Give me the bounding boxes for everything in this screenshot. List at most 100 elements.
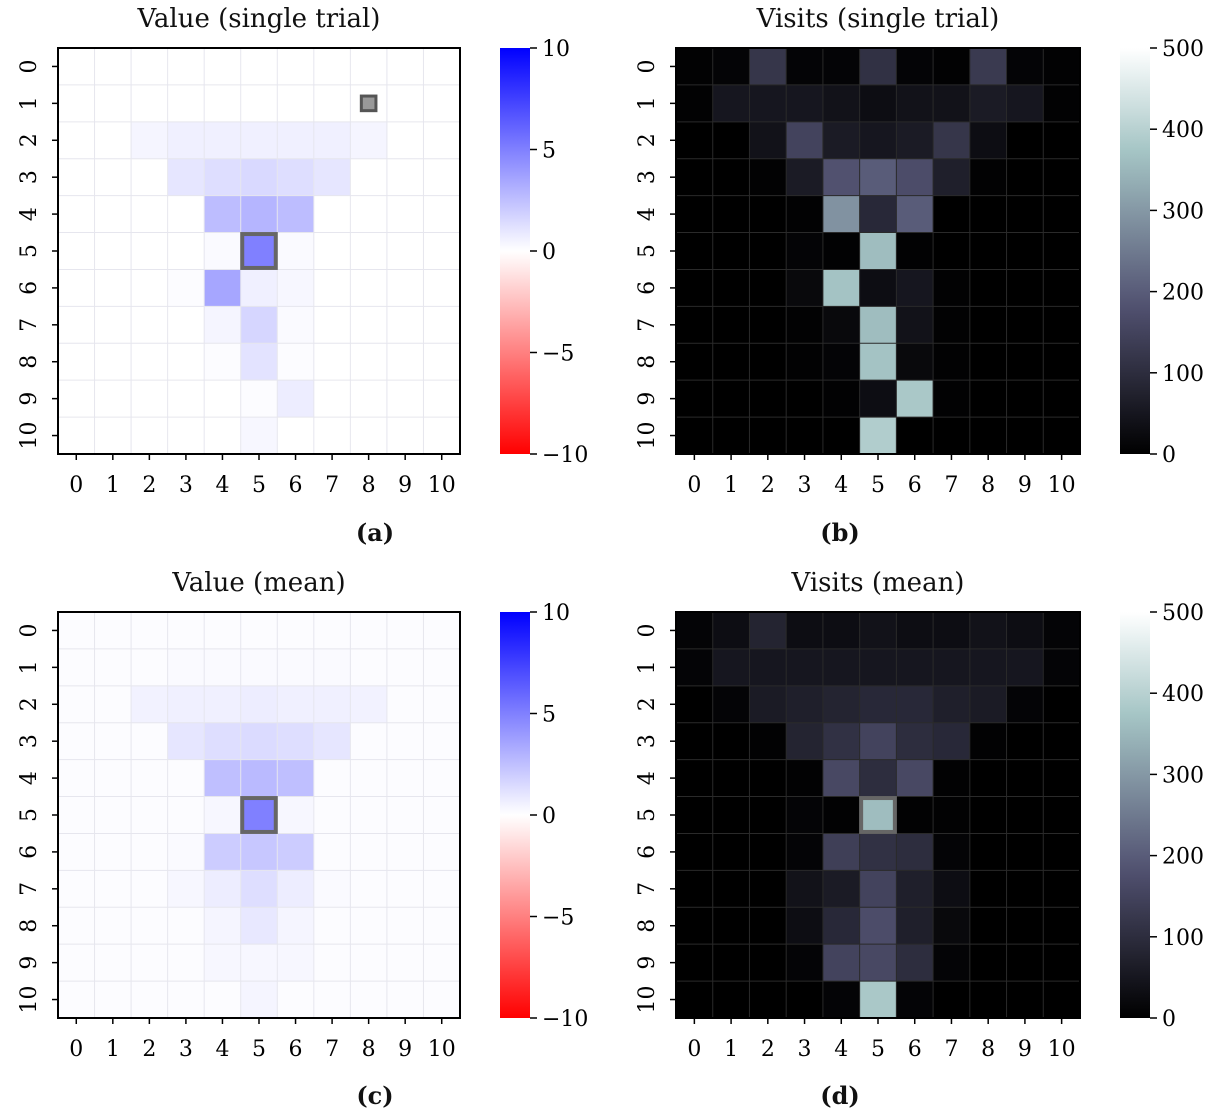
heatmap-cell bbox=[712, 48, 750, 86]
heatmap-cell bbox=[350, 981, 388, 1019]
x-tick-label: 1 bbox=[106, 1037, 120, 1062]
heatmap-cell bbox=[240, 269, 278, 307]
heatmap-cell bbox=[240, 722, 278, 760]
heatmap-cell bbox=[277, 612, 315, 650]
caption: (d) bbox=[820, 1081, 860, 1110]
heatmap-cell bbox=[423, 195, 461, 233]
heatmap-cell bbox=[94, 269, 132, 307]
heatmap-cell bbox=[896, 417, 934, 455]
heatmap-cell bbox=[896, 648, 934, 687]
heatmap-cell bbox=[240, 306, 278, 344]
heatmap-cell bbox=[423, 232, 461, 270]
heatmap-cell bbox=[386, 158, 424, 196]
heatmap-cell bbox=[277, 343, 315, 381]
heatmap-cell bbox=[749, 84, 787, 123]
y-tick-label: 0 bbox=[635, 59, 660, 73]
heatmap-cell bbox=[350, 417, 388, 455]
heatmap-cell bbox=[1006, 269, 1044, 307]
heatmap-cell bbox=[786, 48, 824, 86]
heatmap-cell bbox=[786, 612, 824, 650]
colorbar-tick-label: 500 bbox=[1162, 37, 1204, 62]
heatmap-cell bbox=[313, 612, 351, 650]
heatmap-cell bbox=[933, 612, 971, 650]
heatmap-cell bbox=[822, 685, 860, 724]
x-tick-label: 2 bbox=[761, 473, 775, 498]
heatmap-cell bbox=[58, 981, 95, 1019]
heatmap-cell bbox=[786, 343, 824, 381]
heatmap-cell bbox=[204, 944, 242, 982]
heatmap-cell bbox=[1006, 759, 1044, 797]
heatmap-cell bbox=[822, 48, 860, 86]
heatmap-cell bbox=[859, 833, 897, 871]
y-tick-label: 10 bbox=[17, 422, 42, 450]
y-tick-label: 5 bbox=[17, 244, 42, 258]
heatmap-cell bbox=[712, 417, 750, 455]
heatmap-cell bbox=[204, 306, 242, 344]
heatmap-cell bbox=[313, 759, 351, 797]
heatmap-cell bbox=[313, 48, 351, 86]
heatmap-cell bbox=[277, 870, 315, 908]
heatmap-cell bbox=[423, 121, 461, 160]
heatmap-cell bbox=[204, 417, 242, 455]
x-tick-label: 5 bbox=[252, 473, 266, 498]
y-tick-label: 5 bbox=[635, 808, 660, 822]
heatmap-cell bbox=[859, 612, 897, 650]
heatmap-cell bbox=[313, 417, 351, 455]
heatmap-cell bbox=[167, 981, 205, 1019]
heatmap-cell bbox=[749, 380, 787, 418]
heatmap-cell bbox=[1006, 343, 1044, 381]
y-tick-label: 4 bbox=[635, 207, 660, 221]
heatmap-cell bbox=[822, 796, 860, 834]
heatmap-cell bbox=[822, 84, 860, 123]
heatmap-cell bbox=[423, 158, 461, 196]
heatmap-cell bbox=[277, 380, 315, 418]
x-tick-label: 2 bbox=[761, 1037, 775, 1062]
colorbar-tick-label: 100 bbox=[1162, 362, 1204, 387]
x-tick-label: 3 bbox=[798, 473, 812, 498]
heatmap-cell bbox=[350, 685, 388, 724]
heatmap-cell bbox=[822, 232, 860, 270]
heatmap-cell bbox=[58, 944, 95, 982]
colorbar-tick-label: −10 bbox=[542, 1007, 588, 1032]
heatmap-cell bbox=[204, 121, 242, 160]
colorbar-tick-label: 100 bbox=[1162, 926, 1204, 951]
heatmap-cell bbox=[712, 685, 750, 724]
heatmap-cell bbox=[313, 907, 351, 945]
colorbar-tick-label: 0 bbox=[1162, 443, 1176, 468]
heatmap-cell bbox=[859, 158, 897, 196]
heatmap-cell bbox=[277, 759, 315, 797]
heatmap-cell bbox=[712, 306, 750, 344]
heatmap-cell bbox=[240, 48, 278, 86]
heatmap-cell bbox=[933, 306, 971, 344]
colorbar-tick-label: 0 bbox=[542, 240, 556, 265]
heatmap-cell bbox=[131, 48, 168, 86]
heatmap-cell bbox=[167, 870, 205, 908]
heatmap-cell bbox=[386, 195, 424, 233]
heatmap-cell bbox=[423, 380, 461, 418]
heatmap-cell bbox=[1043, 343, 1081, 381]
y-tick-label: 5 bbox=[17, 808, 42, 822]
heatmap-cell bbox=[1006, 417, 1044, 455]
heatmap-cell bbox=[240, 981, 278, 1019]
heatmap-cell bbox=[969, 48, 1007, 86]
heatmap-cell bbox=[712, 232, 750, 270]
heatmap-cell bbox=[350, 121, 388, 160]
x-tick-label: 0 bbox=[69, 473, 83, 498]
heatmap-cell bbox=[969, 722, 1007, 760]
heatmap-cell bbox=[350, 158, 388, 196]
colorbar-tick-label: −10 bbox=[542, 443, 588, 468]
heatmap-cell bbox=[786, 981, 824, 1019]
heatmap-cell bbox=[167, 195, 205, 233]
heatmap-cell bbox=[676, 870, 714, 908]
heatmap-cell bbox=[167, 759, 205, 797]
y-tick-label: 7 bbox=[17, 318, 42, 332]
heatmap-cell bbox=[423, 722, 461, 760]
heatmap-cell bbox=[712, 907, 750, 945]
heatmap-cell bbox=[676, 195, 714, 233]
heatmap-cell bbox=[131, 870, 168, 908]
heatmap-cell bbox=[749, 612, 787, 650]
heatmap-cell bbox=[749, 796, 787, 834]
y-tick-label: 2 bbox=[17, 697, 42, 711]
heatmap-cell bbox=[822, 343, 860, 381]
heatmap-cell bbox=[712, 343, 750, 381]
